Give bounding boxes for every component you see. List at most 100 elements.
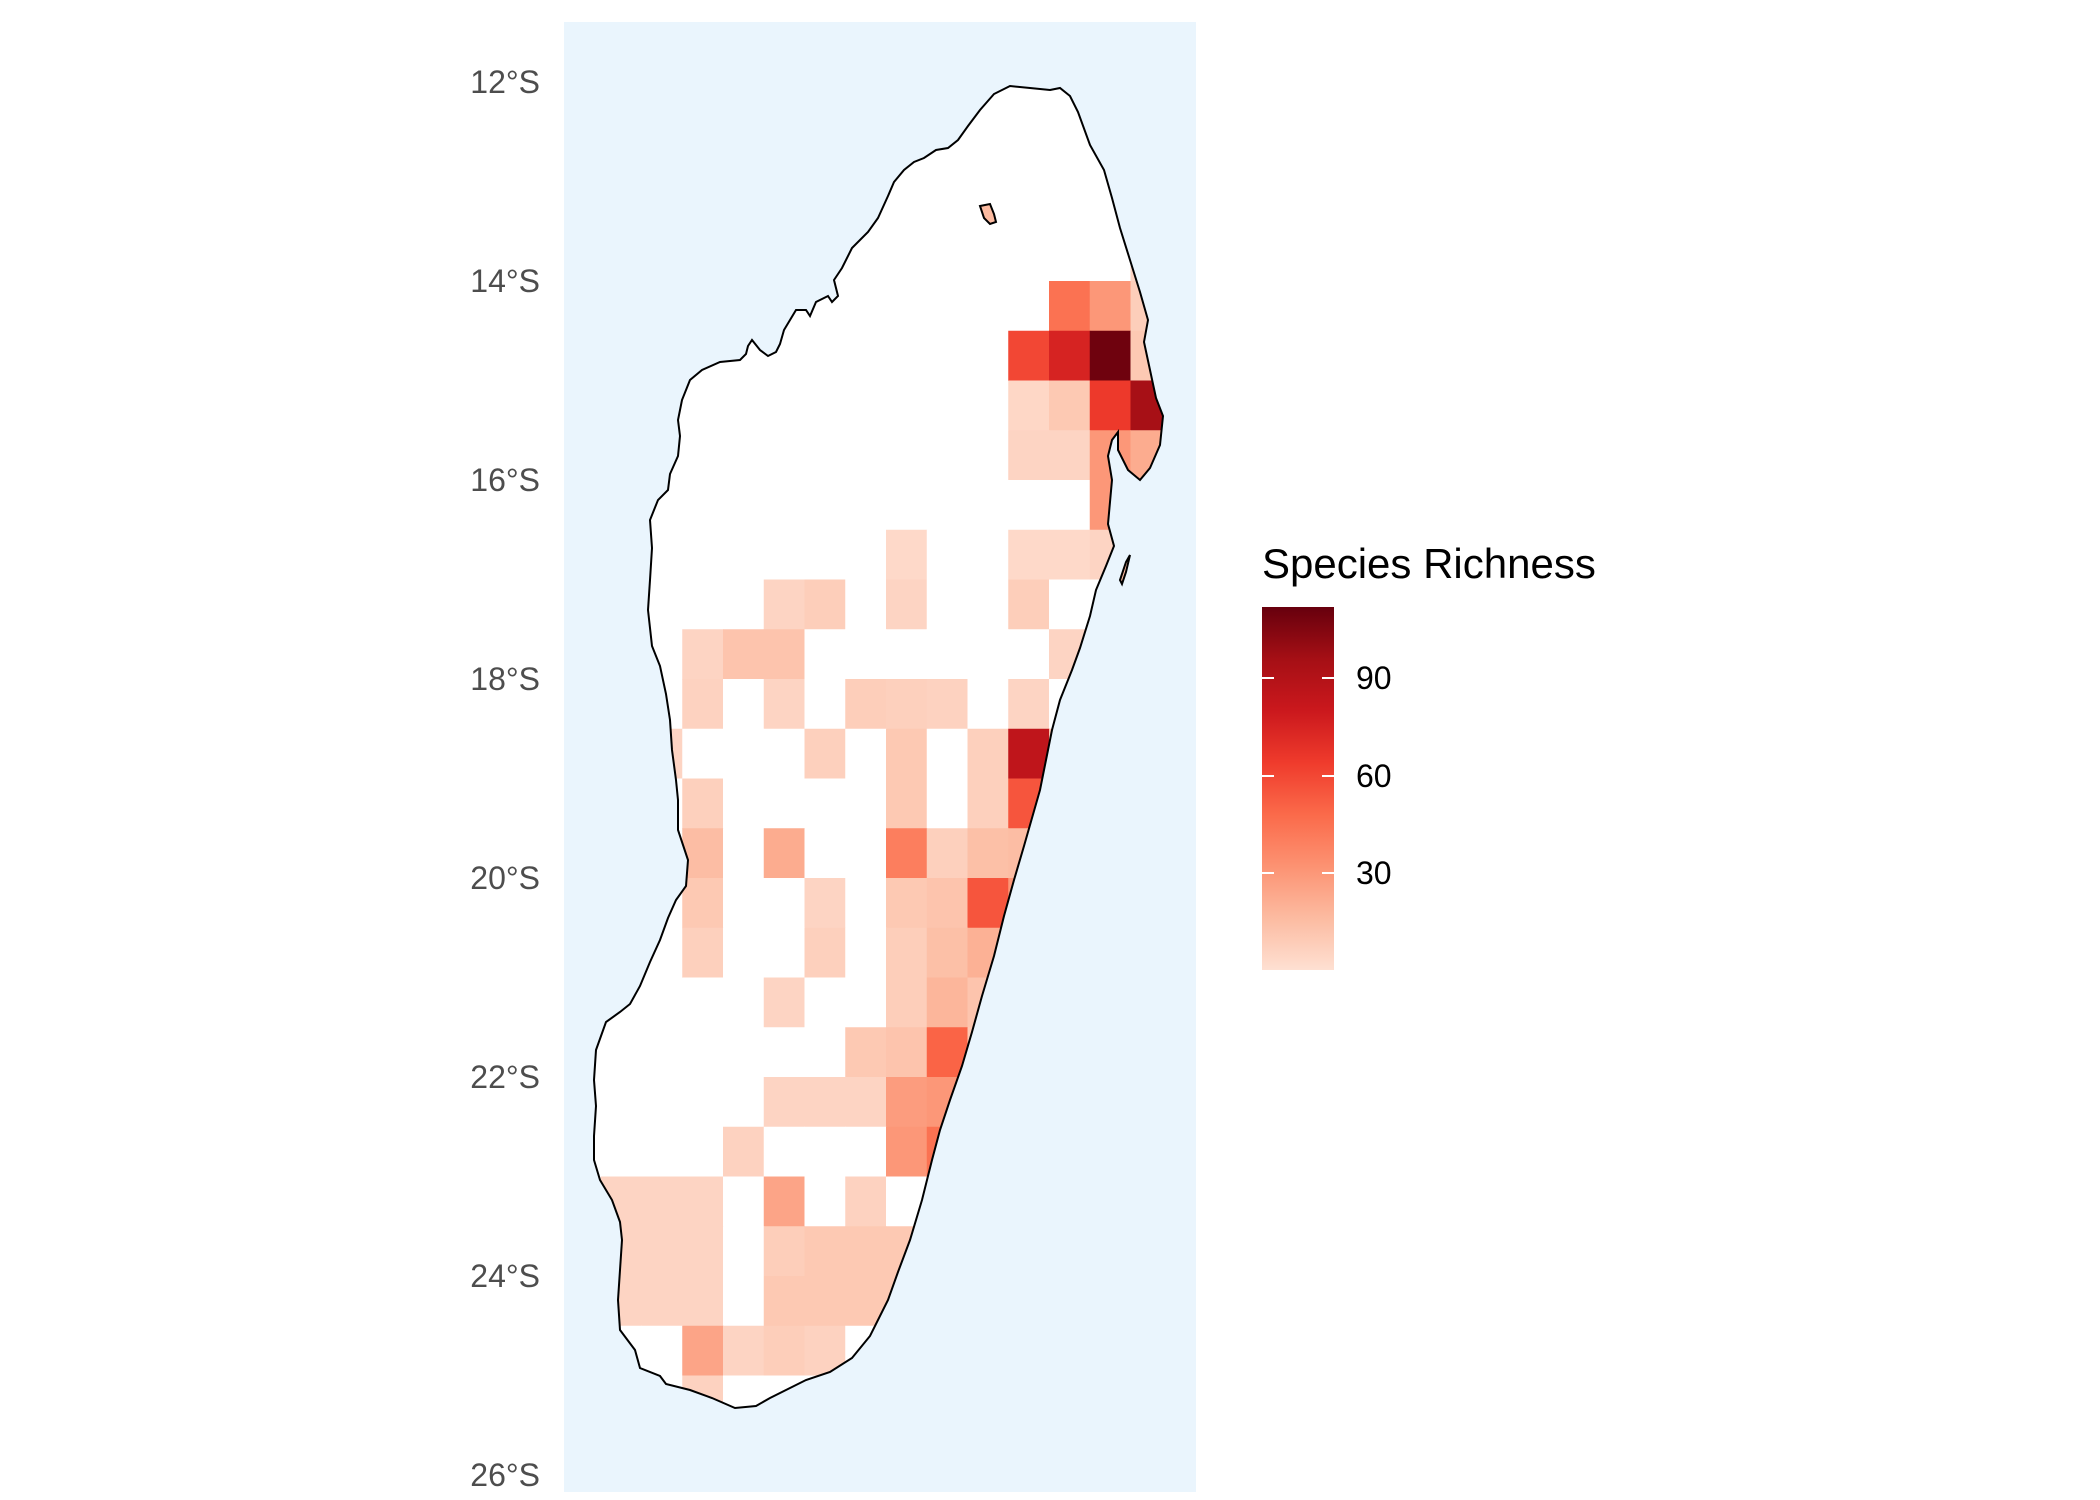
richness-cell xyxy=(805,1276,846,1326)
richness-cell xyxy=(1090,381,1131,431)
richness-cell xyxy=(682,928,723,978)
richness-cell xyxy=(805,679,846,729)
richness-cell xyxy=(1049,580,1090,630)
richness-cell xyxy=(682,1226,723,1276)
richness-cell xyxy=(1049,281,1090,331)
richness-cell xyxy=(927,530,968,580)
richness-cell xyxy=(1008,480,1049,530)
richness-cell xyxy=(805,580,846,630)
legend-break-label: 60 xyxy=(1356,758,1392,794)
richness-cell xyxy=(845,1177,886,1227)
richness-cell xyxy=(764,580,805,630)
richness-cell xyxy=(1008,430,1049,480)
richness-cell xyxy=(723,580,764,630)
richness-cell xyxy=(764,1127,805,1177)
legend-break-label: 90 xyxy=(1356,660,1392,696)
richness-cell xyxy=(642,1326,683,1376)
richness-cell xyxy=(764,928,805,978)
richness-cell xyxy=(1008,331,1049,381)
richness-cell xyxy=(845,580,886,630)
richness-cell xyxy=(1008,629,1049,679)
richness-cell xyxy=(805,1127,846,1177)
richness-cell xyxy=(682,1276,723,1326)
richness-cell xyxy=(1049,430,1090,480)
legend-break-label: 30 xyxy=(1356,855,1392,891)
richness-cell xyxy=(1049,530,1090,580)
richness-cell xyxy=(723,1276,764,1326)
richness-cell xyxy=(764,878,805,928)
richness-cell xyxy=(845,779,886,829)
lat-tick-label: 24°S xyxy=(340,1258,540,1294)
richness-cell xyxy=(968,729,1009,779)
richness-cell xyxy=(682,1127,723,1177)
richness-cell xyxy=(642,1226,683,1276)
richness-cell xyxy=(886,1127,927,1177)
richness-cell xyxy=(968,430,1009,480)
richness-cell xyxy=(723,629,764,679)
richness-cell xyxy=(682,679,723,729)
richness-cell xyxy=(723,878,764,928)
richness-cell xyxy=(927,878,968,928)
richness-cell xyxy=(805,928,846,978)
richness-cell xyxy=(805,878,846,928)
richness-cell xyxy=(927,679,968,729)
richness-cell xyxy=(805,729,846,779)
richness-cell xyxy=(1049,480,1090,530)
richness-cell xyxy=(764,1177,805,1227)
richness-cell xyxy=(886,679,927,729)
richness-cell xyxy=(723,679,764,729)
richness-cell xyxy=(886,878,927,928)
lat-tick-label: 18°S xyxy=(340,661,540,697)
richness-cell xyxy=(764,1326,805,1376)
richness-cell xyxy=(968,629,1009,679)
richness-cell xyxy=(927,580,968,630)
richness-cell xyxy=(845,978,886,1028)
richness-cell xyxy=(927,978,968,1028)
richness-cell xyxy=(886,828,927,878)
richness-cell xyxy=(845,928,886,978)
richness-cell xyxy=(968,828,1009,878)
richness-cell xyxy=(1090,331,1131,381)
richness-cell xyxy=(805,779,846,829)
richness-cell xyxy=(682,1177,723,1227)
richness-cell xyxy=(968,580,1009,630)
richness-cell xyxy=(845,1127,886,1177)
richness-cell xyxy=(845,828,886,878)
richness-cell xyxy=(1008,381,1049,431)
richness-cell xyxy=(682,828,723,878)
richness-cell xyxy=(845,1226,886,1276)
richness-cell xyxy=(968,480,1009,530)
richness-cell xyxy=(845,729,886,779)
richness-cell xyxy=(968,779,1009,829)
richness-cell xyxy=(682,978,723,1028)
richness-cell xyxy=(845,679,886,729)
color-scale-bar xyxy=(1262,607,1334,970)
richness-cell xyxy=(764,729,805,779)
richness-cell xyxy=(764,1276,805,1326)
richness-cell xyxy=(927,480,968,530)
richness-cell xyxy=(723,1226,764,1276)
richness-cell xyxy=(682,629,723,679)
legend-tick xyxy=(1322,872,1334,874)
richness-cell xyxy=(723,1127,764,1177)
richness-cell xyxy=(845,878,886,928)
lat-tick-label: 22°S xyxy=(340,1059,540,1095)
richness-cell xyxy=(682,729,723,779)
richness-cell xyxy=(764,629,805,679)
richness-cell xyxy=(682,779,723,829)
legend-tick xyxy=(1262,775,1274,777)
richness-cell xyxy=(1090,281,1131,331)
richness-cell xyxy=(764,779,805,829)
richness-cell xyxy=(764,978,805,1028)
richness-cell xyxy=(723,978,764,1028)
richness-cell xyxy=(927,629,968,679)
richness-cell xyxy=(723,1027,764,1077)
richness-cell xyxy=(805,828,846,878)
richness-cell xyxy=(886,1027,927,1077)
richness-cell xyxy=(805,1027,846,1077)
richness-cell xyxy=(805,1177,846,1227)
richness-cell xyxy=(764,1027,805,1077)
richness-cell xyxy=(764,1077,805,1127)
richness-cell xyxy=(723,729,764,779)
